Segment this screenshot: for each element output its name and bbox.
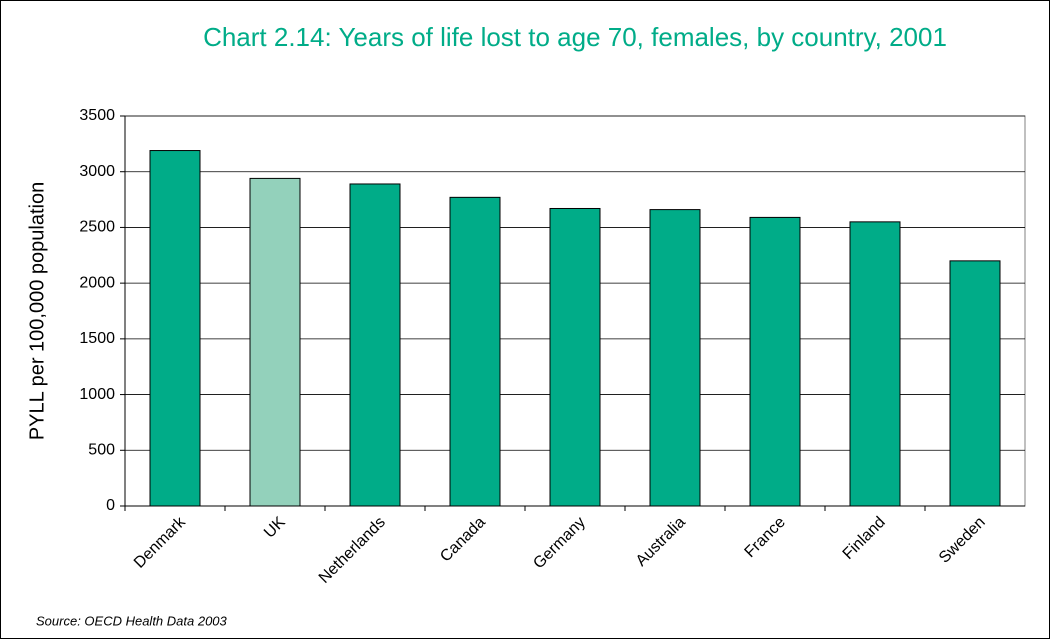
y-tick-label: 500 bbox=[88, 442, 115, 459]
bar bbox=[749, 216, 801, 507]
source: Source: OECD Health Data 2003 bbox=[36, 613, 228, 628]
y-tick-label: 3000 bbox=[79, 163, 115, 180]
bar bbox=[149, 150, 201, 507]
y-axis-label: PYLL per 100,000 population bbox=[26, 182, 48, 440]
bar bbox=[849, 221, 901, 507]
bar bbox=[449, 196, 501, 507]
y-tick-label: 3500 bbox=[79, 107, 115, 124]
y-tick-label: 2000 bbox=[79, 274, 115, 291]
chart-title: Chart 2.14: Years of life lost to age 70… bbox=[203, 22, 947, 52]
bar bbox=[649, 209, 701, 507]
y-tick-label: 1000 bbox=[79, 386, 115, 403]
bar bbox=[549, 207, 601, 507]
bar bbox=[949, 260, 1001, 507]
y-tick-label: 2500 bbox=[79, 219, 115, 236]
bar bbox=[349, 183, 401, 507]
bar bbox=[249, 177, 301, 507]
y-tick-label: 0 bbox=[106, 497, 115, 514]
y-tick-label: 1500 bbox=[79, 330, 115, 347]
